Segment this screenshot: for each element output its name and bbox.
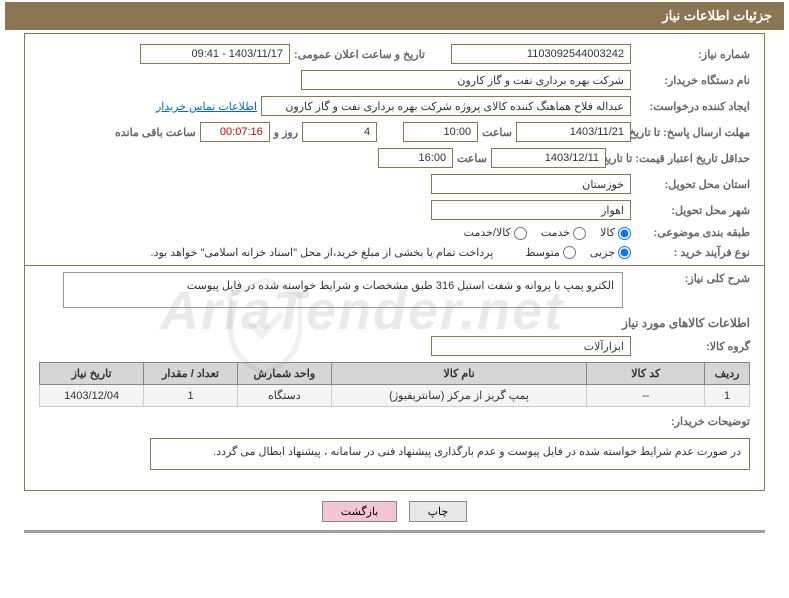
price-valid-date: 1403/12/11 <box>491 148 606 168</box>
col-unit: واحد شمارش <box>237 363 331 385</box>
cell-name: پمپ گریز از مرکز (سانتریفیوژ) <box>331 385 587 407</box>
col-qty: تعداد / مقدار <box>144 363 238 385</box>
radio-service-label: خدمت <box>541 226 586 240</box>
cell-date: 1403/12/04 <box>40 385 144 407</box>
requester-label: ایجاد کننده درخواست: <box>635 100 750 113</box>
cell-row: 1 <box>705 385 750 407</box>
group-label: گروه کالا: <box>635 340 750 353</box>
col-row: ردیف <box>705 363 750 385</box>
bottom-rule <box>24 530 765 533</box>
province-label: استان محل تحویل: <box>635 178 750 191</box>
radio-medium[interactable] <box>563 246 576 259</box>
header-title: جزئیات اطلاعات نیاز <box>662 8 772 23</box>
announce-label: تاریخ و ساعت اعلان عمومی: <box>294 48 425 61</box>
radio-goods-label: کالا <box>600 226 631 240</box>
table-row: 1 -- پمپ گریز از مرکز (سانتریفیوژ) دستگا… <box>40 385 750 407</box>
announce-value: 1403/11/17 - 09:41 <box>140 44 290 64</box>
need-no-value: 1103092544003242 <box>451 44 631 64</box>
radio-partial-label: جزیی <box>590 246 631 260</box>
back-button[interactable]: بازگشت <box>322 501 398 522</box>
price-valid-time: 16:00 <box>378 148 453 168</box>
cell-code: -- <box>587 385 705 407</box>
deadline-resp-time: 10:00 <box>403 122 478 142</box>
items-info-title: اطلاعات کالاهای مورد نیاز <box>39 316 750 330</box>
purchase-type-label: نوع فرآیند خرید : <box>635 246 750 259</box>
radio-service[interactable] <box>573 227 586 240</box>
main-frame: شماره نیاز: 1103092544003242 تاریخ و ساع… <box>24 33 765 491</box>
contact-link[interactable]: اطلاعات تماس خریدار <box>156 100 257 113</box>
buyer-org-value: شرکت بهره برداری نفت و گاز کارون <box>301 70 631 90</box>
group-value: ابزارآلات <box>431 336 631 356</box>
requester-value: عبداله فلاح هماهنگ کننده کالای پروژه شرک… <box>261 96 631 116</box>
city-label: شهر محل تحویل: <box>635 204 750 217</box>
deadline-resp-date: 1403/11/21 <box>516 122 631 142</box>
radio-goods[interactable] <box>618 227 631 240</box>
items-table: ردیف کد کالا نام کالا واحد شمارش تعداد /… <box>39 362 750 407</box>
city-value: اهواز <box>431 200 631 220</box>
col-name: نام کالا <box>331 363 587 385</box>
cell-qty: 1 <box>144 385 238 407</box>
purchase-note: پرداخت تمام یا بخشی از مبلغ خرید،از محل … <box>151 246 494 259</box>
remaining-label: ساعت باقی مانده <box>115 126 196 139</box>
time-label-2: ساعت <box>457 152 487 165</box>
buyer-org-label: نام دستگاه خریدار: <box>635 74 750 87</box>
col-code: کد کالا <box>587 363 705 385</box>
radio-partial[interactable] <box>618 246 631 259</box>
time-label-1: ساعت <box>482 126 512 139</box>
province-value: خوزستان <box>431 174 631 194</box>
table-header-row: ردیف کد کالا نام کالا واحد شمارش تعداد /… <box>40 363 750 385</box>
days-value: 4 <box>302 122 377 142</box>
button-row: چاپ بازگشت <box>0 501 789 522</box>
category-label: طبقه بندی موضوعی: <box>635 226 750 239</box>
buyer-notes-label: توضیحات خریدار: <box>635 415 750 428</box>
page-header: جزئیات اطلاعات نیاز <box>5 2 784 30</box>
price-valid-label: حداقل تاریخ اعتبار قیمت: تا تاریخ: <box>610 152 750 165</box>
overall-desc-box: الکترو پمپ با پروانه و شفت استیل 316 طبق… <box>63 272 623 308</box>
need-no-label: شماره نیاز: <box>635 48 750 61</box>
divider-1 <box>25 265 764 266</box>
buyer-notes-box: در صورت عدم شرایط خواسته شده در فایل پیو… <box>150 438 750 470</box>
cell-unit: دستگاه <box>237 385 331 407</box>
deadline-resp-label: مهلت ارسال پاسخ: تا تاریخ: <box>635 126 750 139</box>
remaining-timer: 00:07:16 <box>200 122 270 142</box>
days-and-label: روز و <box>274 126 298 139</box>
print-button[interactable]: چاپ <box>409 501 468 522</box>
radio-goods-service[interactable] <box>514 227 527 240</box>
radio-medium-label: متوسط <box>525 246 576 260</box>
col-date: تاریخ نیاز <box>40 363 144 385</box>
overall-desc-label: شرح کلی نیاز: <box>635 272 750 285</box>
radio-goods-service-label: کالا/خدمت <box>464 226 527 240</box>
